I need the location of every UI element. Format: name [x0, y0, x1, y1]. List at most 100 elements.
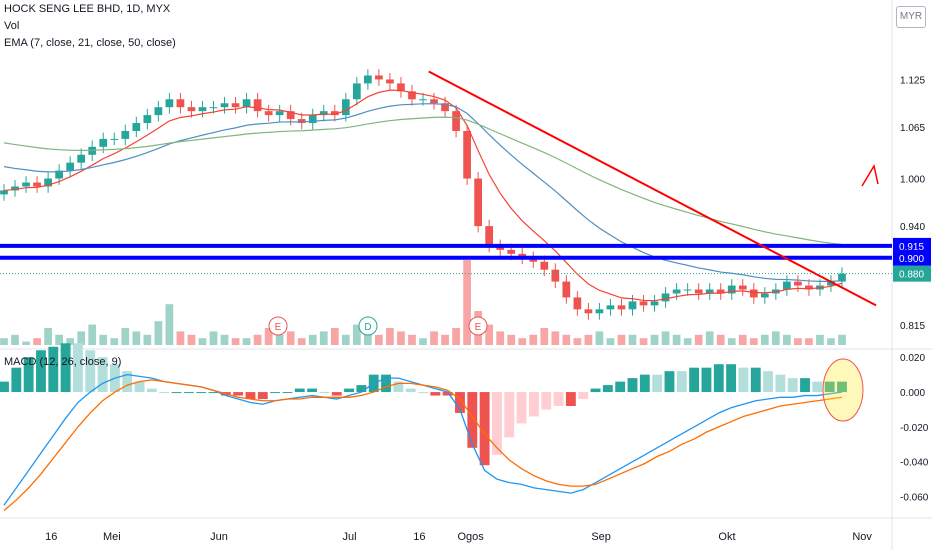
candle-body	[286, 111, 295, 120]
macd-tick-label: 0.020	[900, 353, 925, 364]
candle-body	[783, 281, 791, 290]
price-tick-label: 1.125	[900, 75, 925, 86]
price-tick-label: 1.065	[900, 123, 925, 134]
candle-body	[606, 305, 615, 310]
volume-bar	[375, 334, 383, 345]
macd-histogram-bar	[282, 392, 293, 394]
candle-body	[452, 111, 460, 131]
time-tick-label: Okt	[718, 531, 735, 543]
volume-bar	[364, 331, 372, 345]
price-label-text: 0.880	[899, 270, 924, 281]
ema-7-line	[3, 89, 843, 302]
candle-body	[154, 107, 163, 116]
macd-histogram-bar	[159, 392, 170, 394]
currency-button[interactable]: MYR	[896, 6, 926, 28]
candle-body	[794, 281, 802, 286]
volume-bar	[11, 334, 19, 345]
volume-bar	[341, 334, 350, 345]
time-tick-label: 16	[45, 531, 57, 543]
volume-bar	[275, 334, 284, 345]
volume-bar	[727, 338, 736, 345]
macd-histogram-bar	[763, 371, 773, 393]
volume-legend: Vol	[4, 20, 19, 32]
volume-bar	[231, 338, 240, 345]
macd-histogram-bar	[516, 392, 527, 424]
volume-bar	[121, 328, 130, 345]
macd-histogram-bar	[97, 357, 108, 393]
volume-bar	[452, 328, 460, 345]
volume-bar	[209, 331, 218, 345]
volume-bar	[44, 328, 52, 345]
volume-bar	[419, 338, 427, 345]
candle-body	[253, 99, 262, 112]
candle-body	[540, 261, 549, 270]
candle-body	[441, 103, 449, 112]
volume-bar	[683, 338, 692, 345]
time-tick-label: 16	[413, 531, 425, 543]
volume-bar	[838, 334, 846, 345]
ema-21-line	[3, 103, 843, 282]
volume-bar	[518, 338, 527, 345]
macd-histogram-bar	[541, 392, 552, 410]
candle-body	[99, 138, 108, 147]
candle-body	[628, 301, 637, 310]
macd-tick-label: -0.060	[900, 493, 929, 504]
price-label-box	[893, 249, 931, 266]
macd-histogram-bar	[307, 388, 318, 393]
macd-histogram-bar	[356, 385, 367, 393]
macd-histogram-bar	[257, 392, 268, 400]
macd-histogram-bar	[713, 364, 724, 393]
macd-histogram-bar	[60, 343, 71, 393]
candle-body	[375, 75, 383, 80]
volume-bar	[99, 334, 108, 345]
macd-histogram-bar	[171, 392, 182, 394]
macd-histogram-bar	[0, 381, 9, 393]
macd-histogram-bar	[565, 392, 576, 406]
macd-histogram-bar	[233, 392, 244, 396]
volume-bar	[165, 304, 174, 345]
macd-histogram-bar	[639, 374, 650, 393]
event-badge	[468, 316, 488, 336]
volume-bar	[319, 331, 328, 345]
price-tick-label: 0.815	[900, 321, 925, 332]
macd-histogram-bar	[442, 392, 453, 396]
macd-histogram-bar	[553, 392, 564, 406]
candle-body	[264, 111, 273, 116]
volume-bar	[805, 338, 813, 345]
macd-histogram-bar	[627, 378, 638, 393]
macd-histogram-bar	[824, 381, 835, 393]
price-label-text: 0.915	[899, 242, 924, 253]
candle-body	[716, 289, 725, 294]
volume-bar	[430, 331, 438, 345]
macd-histogram-bar	[381, 374, 391, 393]
macd-tick-label: 0.000	[900, 388, 925, 399]
macd-histogram-bar	[85, 350, 96, 393]
volume-bar	[529, 334, 538, 345]
candle-body	[386, 79, 394, 84]
volume-bar	[386, 328, 394, 345]
candle-body	[419, 99, 427, 101]
macd-histogram-bar	[800, 378, 810, 393]
candle-body	[397, 83, 405, 92]
candle-body	[595, 309, 604, 314]
macd-histogram-bar	[122, 371, 133, 393]
ema-legend: EMA (7, close, 21, close, 50, close)	[4, 37, 176, 49]
volume-bar	[606, 338, 615, 345]
candle-body	[485, 226, 494, 246]
candle-body	[341, 99, 350, 116]
candle-body	[121, 130, 130, 139]
macd-histogram-bar	[208, 392, 219, 394]
macd-histogram-bar	[11, 367, 22, 393]
macd-histogram-bar	[479, 392, 490, 466]
macd-histogram-bar	[183, 392, 194, 394]
price-label-box	[893, 265, 931, 282]
macd-tick-label: -0.040	[900, 458, 929, 469]
volume-bar	[496, 331, 505, 345]
macd-histogram-bar	[787, 378, 798, 393]
volume-bar	[584, 334, 593, 345]
volume-bar	[297, 338, 306, 345]
volume-bar	[253, 334, 262, 345]
macd-histogram-bar	[689, 367, 700, 393]
volume-bar	[198, 338, 207, 345]
